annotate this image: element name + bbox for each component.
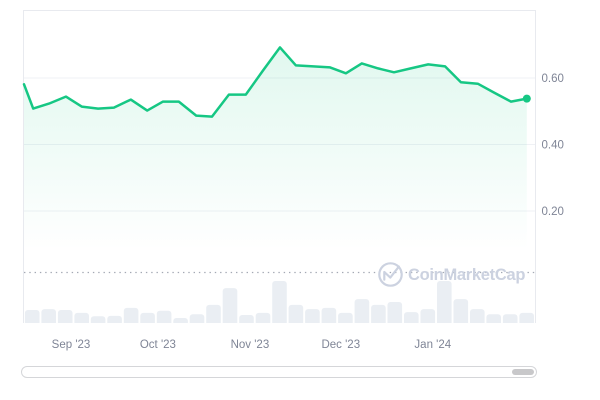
volume-bar: [305, 309, 320, 323]
plot-border: [23, 10, 536, 323]
price-line-layer: [22, 46, 531, 118]
coinmarketcap-logo-icon: [378, 262, 403, 287]
volume-bar: [123, 307, 139, 323]
y-axis-tick-label: 0.40: [542, 140, 564, 152]
watermark-text: CoinMarketCap: [408, 266, 525, 284]
volume-bar: [387, 302, 403, 323]
scrollbar-thumb[interactable]: [512, 369, 534, 375]
volume-bar: [371, 304, 386, 323]
y-axis-tick-label: 0.20: [542, 206, 564, 218]
axis-labels-layer: 0.60 0.40 0.20 Sep '23 Oct '23 Nov '23 Dec '23…: [52, 73, 564, 351]
volume-bar: [470, 309, 485, 323]
volume-bar: [437, 281, 452, 323]
price-line: [22, 46, 529, 118]
x-axis-tick-label: Jan '24: [414, 339, 451, 351]
volume-bar: [189, 314, 205, 323]
volume-bar: [404, 312, 419, 323]
volume-bar: [156, 310, 172, 323]
volume-bar: [321, 307, 337, 323]
x-axis-tick-label: Oct '23: [140, 339, 176, 351]
volume-bar: [502, 314, 518, 323]
volume-bar: [338, 312, 353, 323]
volume-bar: [90, 316, 106, 323]
volume-bar: [222, 288, 238, 323]
volume-bar: [420, 309, 436, 323]
y-axis-tick-label: 0.60: [542, 73, 564, 85]
volume-bar: [24, 310, 40, 323]
date-range-scrollbar[interactable]: [21, 366, 537, 378]
volume-bar: [107, 315, 122, 323]
volume-bar: [57, 310, 73, 323]
volume-bar: [173, 318, 188, 323]
volume-bar: [486, 314, 501, 323]
volume-bar: [272, 281, 287, 323]
volume-bar: [140, 312, 155, 323]
volume-bar: [206, 304, 221, 323]
volume-bar: [354, 299, 370, 323]
volume-bar: [239, 315, 254, 323]
volume-bar: [453, 299, 469, 323]
volume-bar: [41, 309, 56, 323]
price-area-fill: [24, 47, 527, 273]
coinmarketcap-watermark: CoinMarketCap: [378, 262, 526, 287]
volume-bar: [255, 312, 271, 323]
last-price-dot: [522, 94, 531, 103]
x-axis-tick-label: Sep '23: [52, 339, 91, 351]
volume-bar: [74, 312, 89, 323]
volume-bar: [288, 304, 304, 323]
x-axis-tick-label: Nov '23: [231, 339, 270, 351]
volume-bars-layer: [24, 281, 534, 323]
price-area-layer: [24, 47, 527, 273]
volume-bar: [519, 312, 534, 323]
x-axis-tick-label: Dec '23: [321, 339, 360, 351]
